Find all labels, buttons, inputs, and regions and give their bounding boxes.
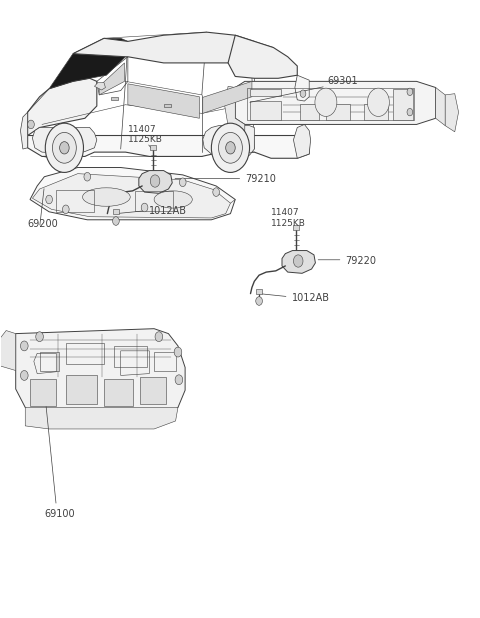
Polygon shape bbox=[73, 32, 254, 63]
Bar bbox=[66, 375, 97, 404]
Polygon shape bbox=[21, 112, 28, 149]
Text: 11407
1125KB: 11407 1125KB bbox=[128, 125, 163, 144]
Polygon shape bbox=[228, 35, 297, 78]
Circle shape bbox=[211, 123, 250, 172]
Text: 79210: 79210 bbox=[245, 174, 276, 184]
Bar bbox=[135, 191, 173, 211]
Circle shape bbox=[256, 297, 263, 305]
Polygon shape bbox=[33, 174, 230, 218]
Polygon shape bbox=[282, 250, 315, 273]
Polygon shape bbox=[139, 171, 172, 193]
Circle shape bbox=[180, 178, 186, 187]
Text: 79220: 79220 bbox=[345, 256, 376, 266]
Polygon shape bbox=[49, 38, 128, 89]
Text: 11407
1125KB: 11407 1125KB bbox=[271, 208, 306, 228]
Text: 1012AB: 1012AB bbox=[291, 293, 330, 303]
Polygon shape bbox=[235, 118, 245, 130]
Circle shape bbox=[315, 88, 337, 116]
Circle shape bbox=[21, 341, 28, 351]
Bar bbox=[104, 378, 132, 406]
Circle shape bbox=[60, 142, 69, 154]
Bar bbox=[111, 97, 118, 100]
Polygon shape bbox=[225, 87, 245, 130]
Polygon shape bbox=[436, 88, 445, 125]
Bar bbox=[164, 104, 171, 107]
Text: 69100: 69100 bbox=[44, 509, 75, 519]
Circle shape bbox=[21, 371, 28, 380]
Bar bbox=[66, 343, 104, 365]
Circle shape bbox=[174, 347, 182, 357]
Circle shape bbox=[175, 375, 183, 384]
Polygon shape bbox=[95, 83, 106, 90]
Circle shape bbox=[84, 172, 91, 181]
Bar bbox=[140, 377, 166, 404]
Polygon shape bbox=[295, 75, 309, 101]
Polygon shape bbox=[16, 329, 185, 417]
Circle shape bbox=[45, 123, 84, 172]
Bar bbox=[250, 101, 281, 119]
Circle shape bbox=[155, 332, 163, 342]
Polygon shape bbox=[203, 82, 252, 113]
Bar bbox=[39, 352, 59, 371]
Bar bbox=[114, 346, 147, 368]
Polygon shape bbox=[99, 63, 124, 95]
Circle shape bbox=[213, 188, 219, 197]
Circle shape bbox=[46, 195, 52, 204]
Ellipse shape bbox=[83, 188, 130, 206]
Polygon shape bbox=[252, 41, 278, 77]
Polygon shape bbox=[28, 78, 97, 135]
Polygon shape bbox=[28, 135, 309, 158]
Circle shape bbox=[367, 88, 389, 116]
Circle shape bbox=[218, 132, 242, 163]
Bar bbox=[113, 210, 119, 214]
Bar bbox=[150, 145, 156, 150]
Bar bbox=[250, 89, 281, 96]
Polygon shape bbox=[128, 84, 199, 118]
Polygon shape bbox=[33, 127, 97, 154]
Polygon shape bbox=[445, 94, 458, 132]
Text: 1012AB: 1012AB bbox=[149, 206, 187, 216]
Polygon shape bbox=[203, 125, 254, 156]
Bar bbox=[364, 104, 388, 119]
Circle shape bbox=[407, 108, 413, 116]
Circle shape bbox=[36, 332, 43, 342]
Circle shape bbox=[300, 90, 306, 98]
Circle shape bbox=[226, 142, 235, 154]
Polygon shape bbox=[25, 407, 178, 429]
Bar bbox=[300, 104, 319, 119]
Circle shape bbox=[52, 132, 76, 163]
Circle shape bbox=[28, 120, 34, 129]
Text: 69200: 69200 bbox=[28, 219, 59, 229]
Bar bbox=[393, 89, 413, 119]
Circle shape bbox=[293, 255, 303, 267]
Bar bbox=[326, 104, 350, 119]
Polygon shape bbox=[293, 124, 311, 158]
Bar bbox=[154, 352, 176, 371]
Circle shape bbox=[141, 203, 148, 212]
Polygon shape bbox=[235, 82, 436, 124]
Ellipse shape bbox=[154, 191, 192, 208]
Polygon shape bbox=[30, 167, 235, 220]
Bar bbox=[30, 378, 56, 406]
Bar bbox=[293, 226, 299, 231]
Text: 69301: 69301 bbox=[327, 76, 358, 87]
Bar bbox=[256, 289, 262, 294]
Circle shape bbox=[113, 217, 119, 226]
Circle shape bbox=[150, 175, 160, 187]
Bar bbox=[56, 190, 95, 212]
Circle shape bbox=[62, 205, 69, 214]
Polygon shape bbox=[0, 331, 16, 371]
Circle shape bbox=[407, 88, 413, 96]
